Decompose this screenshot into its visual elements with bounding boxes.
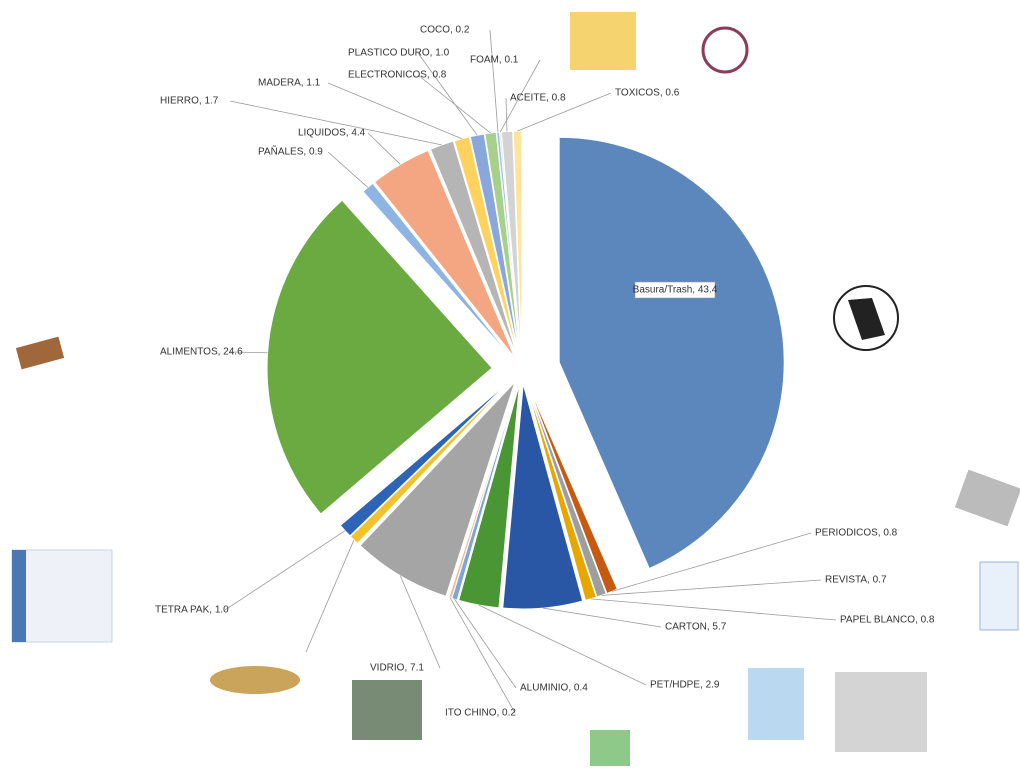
leader-line bbox=[417, 52, 478, 136]
data-label: LIQUIDOS, 4.4 bbox=[298, 128, 366, 139]
data-label: FOAM, 0.1 bbox=[470, 55, 519, 66]
icons bbox=[11, 12, 1020, 766]
pie-slice bbox=[558, 136, 785, 570]
leader-line bbox=[327, 82, 462, 140]
data-label: Basura/Trash, 43.4 bbox=[633, 285, 718, 296]
label-box bbox=[634, 281, 716, 299]
icon-hdpe bbox=[835, 672, 927, 752]
pie-slice bbox=[502, 383, 584, 610]
icon-tetra-edge bbox=[12, 550, 26, 642]
data-label: HIERRO, 1.7 bbox=[160, 96, 219, 107]
data-label: COCO, 0.2 bbox=[420, 25, 470, 36]
icon-tetra bbox=[11, 549, 113, 643]
leader-line bbox=[449, 597, 516, 714]
leader-line bbox=[601, 579, 822, 596]
icon-cans bbox=[210, 666, 300, 694]
data-label: PET/HDPE, 2.9 bbox=[650, 680, 720, 691]
data-label: ALUMINIO, 0.4 bbox=[520, 683, 588, 694]
data-label: ACEITE, 0.8 bbox=[510, 93, 566, 104]
pie-slice bbox=[453, 136, 519, 357]
icon-newspaper bbox=[954, 469, 1020, 527]
data-label: VIDRIO, 7.1 bbox=[370, 663, 424, 674]
leader-line bbox=[417, 74, 491, 134]
pie-slice bbox=[359, 381, 516, 597]
leader-line bbox=[454, 599, 517, 689]
icon-aluminum bbox=[590, 730, 630, 766]
leader-line bbox=[590, 598, 837, 621]
icon-trash bbox=[833, 285, 899, 351]
pie-slice bbox=[339, 379, 512, 537]
icon-oil bbox=[570, 12, 636, 70]
icon-trash-bin bbox=[848, 298, 885, 340]
leader-line bbox=[542, 607, 662, 628]
icon-toxic bbox=[701, 26, 749, 74]
leader-line bbox=[224, 530, 346, 611]
leader-line bbox=[229, 100, 442, 146]
data-label: CARTON, 5.7 bbox=[665, 622, 727, 633]
data-label: ELECTRONICOS, 0.8 bbox=[348, 70, 447, 81]
leader-line bbox=[305, 539, 355, 653]
icon-paper bbox=[979, 561, 1019, 631]
data-label: TOXICOS, 0.6 bbox=[615, 88, 680, 99]
pie-slice bbox=[429, 140, 518, 358]
pie-slice bbox=[373, 149, 516, 359]
pie-slice bbox=[448, 383, 519, 600]
leader-line bbox=[489, 29, 499, 133]
leader-line bbox=[327, 151, 369, 188]
data-label: ITO CHINO, 0.2 bbox=[445, 708, 516, 719]
leader-line bbox=[478, 604, 647, 686]
data-label: PAPEL BLANCO, 0.8 bbox=[840, 615, 935, 626]
data-label: PAÑALES, 0.9 bbox=[258, 145, 323, 158]
icon-wood bbox=[15, 336, 65, 370]
data-label: TETRA PAK, 1.0 bbox=[155, 605, 229, 616]
data-label: PERIODICOS, 0.8 bbox=[815, 528, 898, 539]
pie-slice bbox=[458, 383, 520, 609]
data-label: PLASTICO DURO, 1.0 bbox=[348, 48, 450, 59]
data-label: REVISTA, 0.7 bbox=[825, 575, 887, 586]
leader-line bbox=[229, 351, 268, 354]
leader-line bbox=[505, 97, 508, 132]
icon-glass bbox=[352, 680, 422, 740]
data-label: ALIMENTOS, 24.6 bbox=[160, 347, 243, 358]
leader-line bbox=[367, 132, 401, 165]
leader-line bbox=[517, 92, 612, 132]
leader-line bbox=[399, 575, 441, 669]
pie-slice bbox=[526, 382, 619, 595]
leader-line bbox=[612, 532, 812, 592]
icon-pet bbox=[748, 668, 804, 740]
data-label: MADERA, 1.1 bbox=[258, 78, 321, 89]
